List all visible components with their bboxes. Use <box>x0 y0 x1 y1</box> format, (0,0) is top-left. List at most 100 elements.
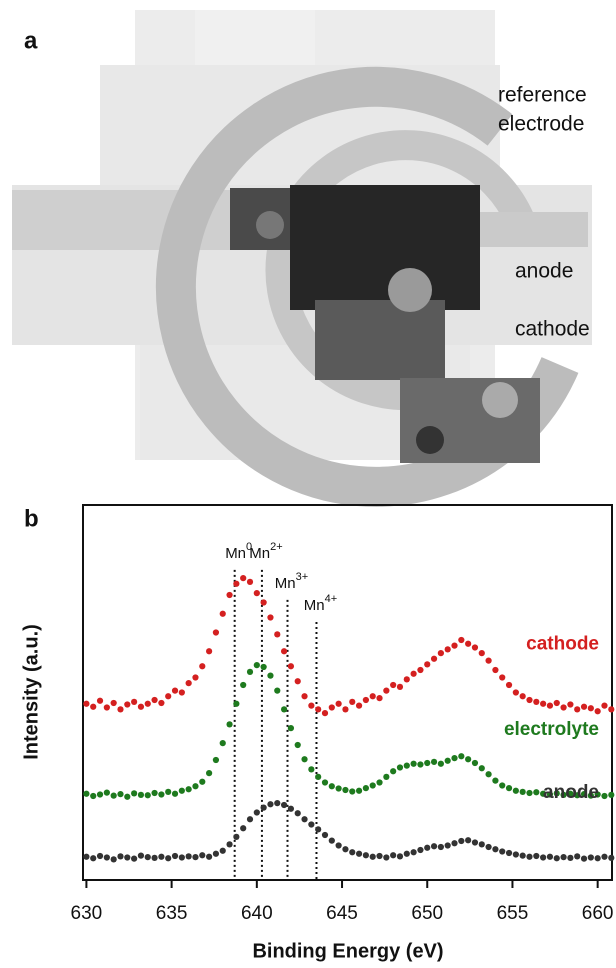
point <box>308 702 315 709</box>
point <box>165 693 172 700</box>
point <box>308 766 315 773</box>
point <box>471 759 479 767</box>
point <box>233 580 240 587</box>
point <box>587 854 594 861</box>
point <box>546 702 554 709</box>
point <box>540 700 547 707</box>
point <box>178 854 185 861</box>
point <box>212 850 220 857</box>
point <box>199 778 206 785</box>
point <box>96 852 104 860</box>
point <box>608 854 615 861</box>
point <box>355 787 363 794</box>
point <box>540 790 547 797</box>
point <box>369 693 376 700</box>
point <box>117 853 124 860</box>
point <box>151 789 158 797</box>
point <box>512 689 519 696</box>
point <box>512 851 519 858</box>
point <box>328 783 335 790</box>
point <box>492 846 499 853</box>
particle <box>416 426 444 454</box>
particle <box>290 185 480 310</box>
point <box>403 762 410 769</box>
point <box>335 785 342 792</box>
point <box>478 841 485 848</box>
point <box>471 839 479 846</box>
point <box>499 848 506 855</box>
point <box>124 854 131 861</box>
point <box>444 842 451 849</box>
point <box>342 846 349 853</box>
electrode-arm <box>478 212 588 247</box>
point <box>260 599 267 606</box>
point <box>267 672 274 679</box>
point <box>574 792 581 799</box>
point <box>355 850 363 857</box>
point <box>567 790 574 797</box>
point <box>580 791 588 798</box>
point <box>158 791 165 798</box>
point <box>574 706 581 713</box>
point <box>144 854 151 861</box>
point <box>226 591 233 599</box>
point <box>212 629 220 636</box>
point <box>383 687 390 694</box>
point <box>574 853 581 860</box>
point <box>396 853 404 860</box>
charge: 3+ <box>296 571 309 583</box>
point <box>594 708 601 715</box>
point <box>185 786 192 793</box>
point <box>390 681 397 689</box>
point <box>430 843 438 850</box>
element: Mn <box>249 545 270 562</box>
point <box>90 855 97 862</box>
x-tick-label: 645 <box>326 903 358 924</box>
point <box>96 791 104 798</box>
legend-label: anode <box>543 782 599 803</box>
point <box>287 805 295 812</box>
point <box>124 701 131 708</box>
point <box>608 791 615 798</box>
point <box>553 699 560 707</box>
element: Mn <box>225 545 246 562</box>
tile <box>195 10 315 65</box>
particle <box>388 268 432 312</box>
point <box>301 816 308 823</box>
point <box>492 666 499 674</box>
point <box>246 816 254 823</box>
point <box>362 696 369 704</box>
point <box>137 703 145 710</box>
point <box>390 768 397 775</box>
point <box>328 837 335 844</box>
point <box>280 648 288 655</box>
point <box>396 764 404 771</box>
point <box>321 779 329 786</box>
point <box>240 575 247 582</box>
point <box>485 657 492 664</box>
point <box>478 765 485 772</box>
point <box>519 693 526 700</box>
point <box>485 843 492 851</box>
point <box>403 676 410 683</box>
point <box>560 854 567 861</box>
legend-label: electrolyte <box>504 719 599 740</box>
particle <box>482 382 518 418</box>
point <box>83 790 90 797</box>
point <box>458 837 465 845</box>
point <box>519 852 526 859</box>
point <box>83 700 90 707</box>
point <box>485 771 492 778</box>
charge: 2+ <box>270 541 283 553</box>
annotation: cathode <box>515 318 590 341</box>
annotation: reference <box>498 84 587 107</box>
point <box>560 704 567 711</box>
point <box>233 700 240 707</box>
point <box>165 788 172 795</box>
point <box>430 655 438 662</box>
point <box>437 650 444 657</box>
charge: 4+ <box>325 593 338 605</box>
point <box>199 663 206 670</box>
series <box>83 575 615 717</box>
point <box>294 741 301 749</box>
